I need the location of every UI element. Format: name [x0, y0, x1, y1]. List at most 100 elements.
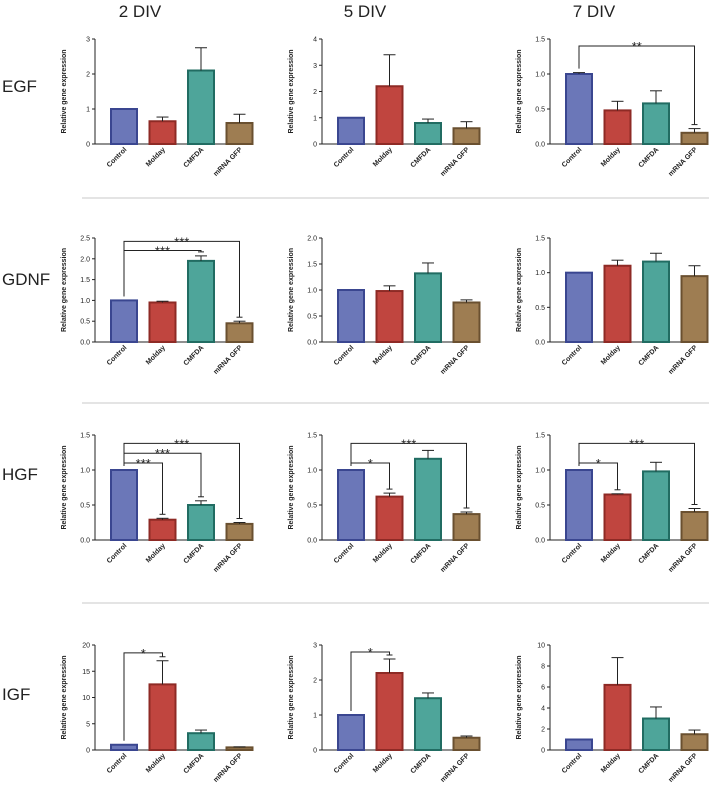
y-tick-label: 3 — [313, 63, 317, 70]
chart-panel-hgf-7div: 0.0 0.5 1.0 1.5 Relative gene expression Cont… — [516, 433, 709, 574]
category-label: Control — [106, 752, 129, 775]
category-label: mRNA GFP — [439, 542, 471, 574]
bar-molday — [148, 120, 177, 145]
significance-bracket — [123, 240, 240, 318]
bar-cmfda — [187, 259, 215, 344]
significance-label: *** — [174, 436, 189, 451]
bar-control — [337, 714, 365, 751]
y-tick-label: 1 — [86, 107, 90, 114]
category-label: Molday — [145, 344, 167, 366]
category-label: Control — [333, 344, 356, 367]
y-tick-label: 2 — [313, 678, 317, 685]
bar-mrna-gfp — [452, 513, 481, 541]
chart-panel-egf-5div: 0 1 2 3 4 Relative gene expression Control Mold… — [288, 37, 481, 178]
category-label: mRNA GFP — [667, 344, 699, 376]
category-label: Control — [106, 542, 129, 565]
y-tick-label: 2.5 — [80, 236, 90, 243]
category-label: Molday — [372, 542, 394, 564]
category-label: CMFDA — [183, 344, 206, 367]
y-tick-label: 0.0 — [307, 340, 317, 347]
bar-cmfda — [187, 732, 215, 752]
y-axis-label: Relative gene expression — [288, 655, 295, 739]
bar-molday — [603, 109, 632, 145]
y-tick-label: 0 — [313, 142, 317, 149]
y-tick-label: 1.0 — [535, 468, 545, 475]
significance-bracket — [350, 442, 467, 508]
row-label-igf: IGF — [2, 685, 30, 704]
category-label: Control — [561, 542, 584, 565]
bar-cmfda — [414, 122, 442, 145]
bar-mrna-gfp — [225, 522, 254, 542]
category-label: CMFDA — [638, 344, 661, 367]
y-tick-label: 0.0 — [80, 340, 90, 347]
category-label: CMFDA — [410, 752, 433, 775]
y-tick-label: 2.0 — [80, 256, 90, 263]
category-label: Molday — [145, 752, 167, 774]
bar-control — [337, 289, 365, 343]
significance-bracket — [578, 442, 695, 505]
bar-cmfda — [642, 717, 670, 751]
bar-control — [110, 108, 138, 145]
category-label: Molday — [600, 344, 622, 366]
chart-panel-igf-7div: 0 2 4 6 8 10 Relative gene expression Control Mo… — [516, 643, 709, 784]
y-tick-label: 0 — [541, 748, 545, 755]
category-label: mRNA GFP — [439, 344, 471, 376]
y-axis-label: Relative gene expression — [516, 655, 523, 739]
y-tick-label: 5 — [86, 721, 90, 728]
category-label: CMFDA — [638, 542, 661, 565]
significance-label: * — [368, 645, 373, 660]
category-label: Molday — [600, 752, 622, 774]
bar-molday — [148, 683, 177, 751]
category-label: mRNA GFP — [439, 146, 471, 178]
bar-control — [110, 743, 138, 751]
significance-label: *** — [155, 243, 170, 258]
significance-label: *** — [401, 436, 416, 451]
y-tick-label: 4 — [541, 706, 545, 713]
y-tick-label: 1.5 — [80, 277, 90, 284]
y-tick-label: 1.5 — [535, 433, 545, 440]
category-label: mRNA GFP — [212, 146, 244, 178]
y-tick-label: 2 — [313, 89, 317, 96]
y-tick-label: 1.0 — [535, 72, 545, 79]
category-label: CMFDA — [183, 752, 206, 775]
significance-label: *** — [155, 446, 170, 461]
category-label: CMFDA — [638, 146, 661, 169]
bar-molday — [375, 290, 404, 344]
y-tick-label: 2 — [86, 72, 90, 79]
chart-panel-igf-5div: 0 1 2 3 Relative gene expression Control Molda… — [288, 643, 481, 784]
bar-mrna-gfp — [452, 301, 481, 344]
y-tick-label: 1.5 — [307, 433, 317, 440]
y-axis-label: Relative gene expression — [516, 445, 523, 529]
bar-mrna-gfp — [452, 736, 481, 751]
bar-molday — [375, 672, 404, 751]
y-tick-label: 1 — [313, 115, 317, 122]
bar-cmfda — [642, 102, 670, 145]
category-label: Control — [106, 146, 129, 169]
category-label: CMFDA — [410, 542, 433, 565]
y-tick-label: 0 — [86, 142, 90, 149]
category-label: Control — [561, 752, 584, 775]
y-axis-label: Relative gene expression — [288, 248, 295, 332]
y-tick-label: 0 — [313, 748, 317, 755]
y-axis-label: Relative gene expression — [61, 248, 68, 332]
category-label: mRNA GFP — [212, 752, 244, 784]
y-tick-label: 0.5 — [307, 503, 317, 510]
y-axis-label: Relative gene expression — [516, 248, 523, 332]
y-axis-label: Relative gene expression — [288, 49, 295, 133]
significance-label: * — [368, 456, 373, 471]
significance-label: * — [596, 456, 601, 471]
row-label-egf: EGF — [2, 77, 37, 96]
chart-panel-igf-2div: 0 5 10 15 20 Relative gene expression Control M… — [61, 643, 254, 784]
chart-panel-gdnf-5div: 0.0 0.5 1.0 1.5 2.0 Relative gene expression C… — [288, 236, 481, 376]
significance-bracket — [123, 652, 163, 741]
bar-mrna-gfp — [680, 511, 709, 541]
y-tick-label: 0.0 — [535, 538, 545, 545]
y-tick-label: 0.0 — [535, 142, 545, 149]
significance-label: ** — [632, 39, 642, 54]
bar-control — [337, 469, 365, 541]
significance-bracket — [123, 442, 240, 519]
y-tick-label: 0.5 — [80, 503, 90, 510]
category-label: mRNA GFP — [667, 752, 699, 784]
significance-bracket — [350, 651, 390, 711]
y-tick-label: 1 — [313, 713, 317, 720]
